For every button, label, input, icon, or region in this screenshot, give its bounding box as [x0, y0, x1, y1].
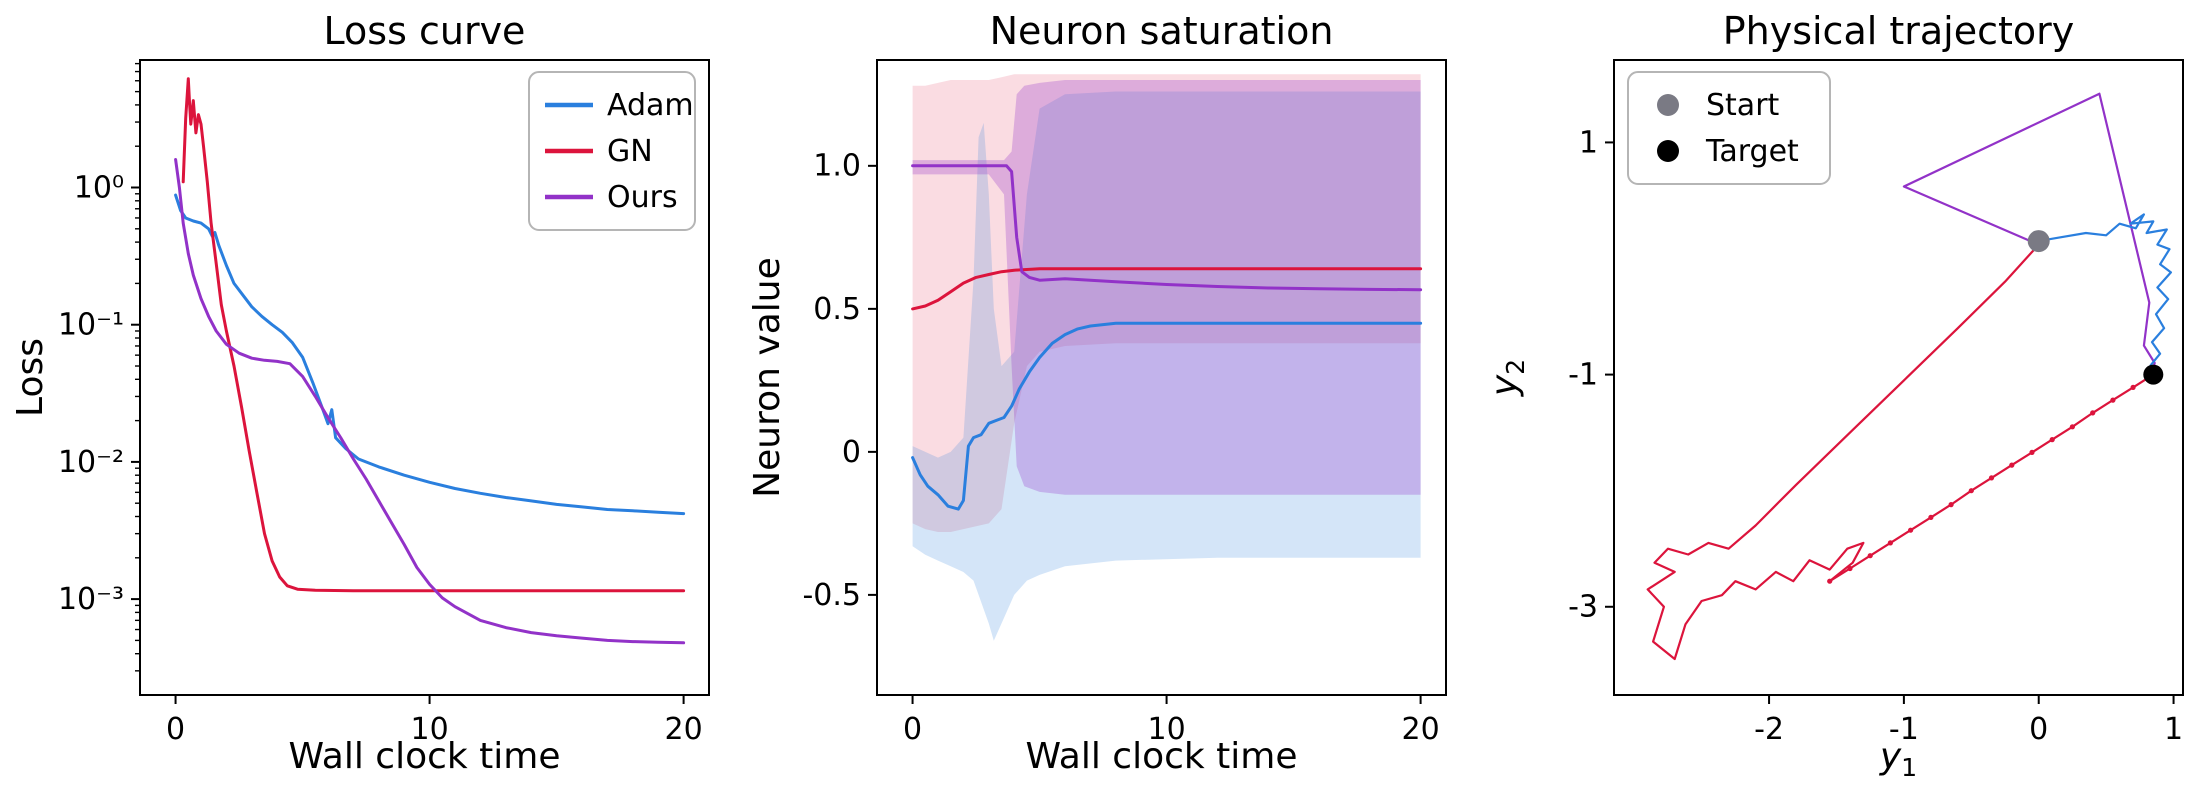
series-gn [911, 267, 1423, 311]
series-marker-gn-final-line [1928, 514, 1934, 521]
panel-neuron-saturation: 0 10 20 1.0 0.5 0 -0.5 Neuron saturation Wall cl… [737, 0, 1474, 790]
series-marker-gn-final-line [1887, 540, 1893, 546]
panel-physical-trajectory: -2 -1 0 1 1 -1 -3 Physical trajectory y1 y2 Start T… [1474, 0, 2211, 790]
x-axis-label: y1 [1879, 736, 1917, 782]
legend-item-label: Start [1706, 88, 1780, 123]
band-ours-band [912, 80, 1421, 495]
x-axis-label: Wall clock time [288, 736, 560, 777]
x-tick-label: 10 [410, 712, 448, 747]
chart-title: Loss curve [324, 9, 526, 53]
y-tick-label: 0 [842, 435, 861, 470]
series-gn [1646, 243, 2040, 661]
x-tick-label: 0 [166, 712, 185, 747]
y-tick-label: 10⁻¹ [58, 308, 124, 343]
series-marker-gn-final-line [2069, 424, 2075, 430]
axes-frame [876, 59, 1447, 696]
x-tick-label: 20 [1402, 712, 1440, 747]
y-tick-label: 1 [1579, 125, 1598, 160]
x-tick-label: 10 [1147, 712, 1185, 747]
legend-item-label: GN [607, 134, 653, 169]
axes-frame [1613, 59, 2184, 696]
chart-loss-curve: 0 10 20 10⁰ 10⁻¹ 10⁻² 10⁻³ Loss curve Wall clock… [10, 9, 710, 777]
series-marker-gn-final-line [2130, 384, 2136, 390]
x-tick-label: -2 [1754, 712, 1784, 747]
band-gn-band [912, 74, 1421, 533]
marker-target [2143, 364, 2164, 385]
chart-neuron-saturation: 0 10 20 1.0 0.5 0 -0.5 Neuron saturation Wall cl… [747, 9, 1447, 777]
x-tick-label: 1 [2164, 712, 2183, 747]
y-axis-label: Loss [10, 338, 51, 417]
marker-start [2027, 230, 2050, 253]
series-ours [1902, 92, 2156, 376]
series-ours [174, 158, 686, 645]
legend-item-label: Adam [607, 88, 694, 123]
series-marker-gn-final-line [2110, 397, 2116, 403]
series-marker-gn-final-line [1968, 488, 1974, 494]
band-adam-band [912, 91, 1421, 641]
chart-physical-trajectory: -2 -1 0 1 1 -1 -3 Physical trajectory y1 y2 Start T… [1484, 9, 2184, 782]
series-marker-gn-final-line [2009, 462, 2015, 468]
legend-item-label: Ours [607, 180, 678, 215]
series-adam [2037, 213, 2172, 376]
series-marker-gn-final-line [2090, 410, 2096, 416]
chart-title: Physical trajectory [1723, 9, 2075, 53]
x-tick-label: 0 [903, 712, 922, 747]
series-marker-gn-final-line [2049, 437, 2055, 443]
x-tick-label: 20 [665, 712, 703, 747]
series-marker-gn-final-line [1988, 475, 1995, 481]
series-marker-gn-final-line [1867, 553, 1873, 559]
series-marker-gn-final-line [1847, 565, 1853, 572]
x-axis-label: Wall clock time [1025, 736, 1297, 777]
y-tick-label: -0.5 [802, 578, 861, 613]
series-marker-gn-final-line [1827, 578, 1833, 584]
y-tick-label: 0.5 [813, 292, 861, 327]
y-tick-label: -1 [1568, 357, 1598, 392]
y-tick-label: 10⁰ [74, 170, 124, 205]
x-tick-label: 0 [2029, 712, 2048, 747]
y-tick-label: -3 [1568, 590, 1598, 625]
y-tick-label: 1.0 [813, 149, 861, 184]
series-marker-gn-final-line [1948, 502, 1954, 508]
legend-dot-sample [1657, 94, 1679, 116]
series-marker-gn-final-line [2029, 449, 2035, 455]
legend: Adam GN Ours [528, 71, 696, 231]
panel-loss-curve: 0 10 20 10⁰ 10⁻¹ 10⁻² 10⁻³ Loss curve Wall clock… [0, 0, 737, 790]
legend: Start Target [1627, 71, 1831, 185]
series-gn [181, 77, 686, 593]
series-adam [911, 321, 1423, 511]
legend-dot-sample [1657, 140, 1679, 162]
y-tick-label: 10⁻² [58, 445, 124, 480]
y-tick-label: 10⁻³ [58, 582, 124, 617]
y-axis-label: y2 [1484, 359, 1530, 397]
axes-frame [139, 59, 710, 696]
chart-title: Neuron saturation [990, 9, 1334, 53]
legend-item-label: Target [1705, 134, 1799, 169]
series-ours [911, 164, 1423, 292]
y-axis-label: Neuron value [747, 257, 788, 498]
x-tick-label: -1 [1889, 712, 1919, 747]
series-marker-gn-final-line [1908, 527, 1914, 533]
